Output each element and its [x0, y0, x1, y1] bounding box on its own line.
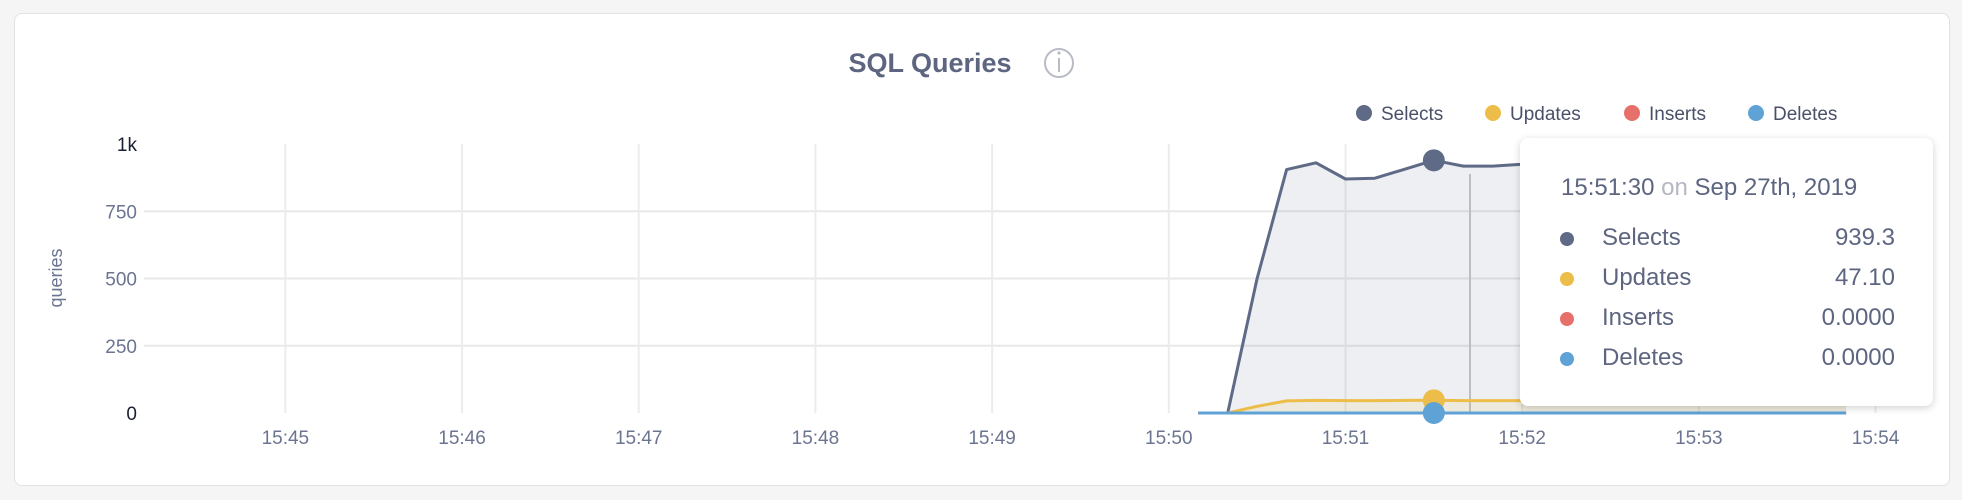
y-axis-label: queries	[46, 248, 66, 307]
y-tick-label: 1k	[117, 135, 138, 156]
tooltip-value: 0.0000	[1821, 344, 1895, 371]
y-tick-label: 250	[105, 337, 137, 358]
highlight-point-deletes	[1422, 402, 1445, 424]
tooltip-value: 939.3	[1834, 224, 1895, 251]
x-tick-label: 15:50	[1145, 428, 1193, 449]
selects-dot-icon	[1560, 232, 1574, 246]
tooltip-row-selects: Selects 939.3	[1560, 224, 1895, 254]
x-tick-label: 15:53	[1675, 428, 1723, 449]
x-tick-label: 15:49	[968, 428, 1016, 449]
legend-label-updates: Updates	[1510, 104, 1581, 125]
legend-label-deletes: Deletes	[1773, 104, 1837, 125]
tooltip-row-deletes: Deletes 0.0000	[1560, 344, 1895, 374]
tooltip-value: 47.10	[1834, 264, 1895, 291]
deletes-dot-icon	[1560, 352, 1574, 366]
tooltip-row-updates: Updates 47.10	[1560, 264, 1895, 294]
tooltip-date: Sep 27th, 2019	[1694, 174, 1858, 201]
x-tick-label: 15:51	[1322, 428, 1370, 449]
legend-dot-inserts	[1624, 105, 1640, 121]
tooltip: 15:51:30 on Sep 27th, 2019 Selects 939.3…	[1520, 138, 1933, 406]
tooltip-label: Updates	[1602, 264, 1692, 291]
tooltip-on: on	[1661, 174, 1688, 201]
y-tick-label: 0	[126, 404, 137, 425]
tooltip-value: 0.0000	[1821, 304, 1895, 331]
x-tick-label: 15:46	[438, 428, 486, 449]
legend-label-selects: Selects	[1381, 104, 1443, 125]
legend-dot-deletes	[1748, 105, 1764, 121]
legend-label-inserts: Inserts	[1649, 104, 1706, 125]
x-tick-label: 15:47	[615, 428, 663, 449]
tooltip-title: 15:51:30 on Sep 27th, 2019	[1561, 174, 1857, 202]
y-tick-label: 500	[105, 270, 137, 291]
inserts-dot-icon	[1560, 312, 1574, 326]
x-tick-label: 15:48	[792, 428, 840, 449]
y-tick-label: 750	[105, 202, 137, 223]
tooltip-label: Deletes	[1602, 344, 1684, 371]
updates-dot-icon	[1560, 272, 1574, 286]
tooltip-label: Selects	[1602, 224, 1681, 251]
x-tick-label: 15:54	[1852, 428, 1900, 449]
legend-dot-updates	[1485, 105, 1501, 121]
tooltip-row-inserts: Inserts 0.0000	[1560, 304, 1895, 334]
highlight-point-selects	[1422, 149, 1445, 172]
x-tick-label: 15:45	[262, 428, 310, 449]
tooltip-time: 15:51:30	[1561, 174, 1655, 201]
chart-title: SQL Queries	[848, 48, 1011, 78]
legend-dot-selects	[1356, 105, 1372, 121]
x-tick-label: 15:52	[1498, 428, 1546, 449]
info-circle-icon[interactable]	[1044, 48, 1074, 78]
tooltip-label: Inserts	[1602, 304, 1675, 331]
